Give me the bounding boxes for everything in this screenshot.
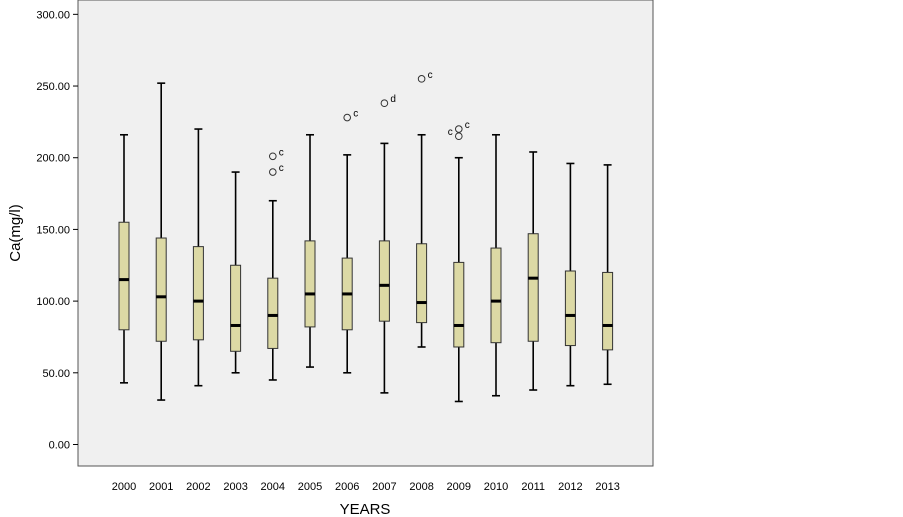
box-2005: [304, 133, 316, 368]
outlier-point: [455, 132, 463, 141]
iqr-box: [602, 271, 614, 351]
box-2013: [602, 164, 614, 386]
iqr-box: [192, 246, 204, 341]
x-tick-label: 2013: [595, 481, 619, 493]
iqr-box: [155, 237, 167, 342]
box-2002: [192, 128, 204, 387]
y-axis: 0.00 50.00 100.00 150.00 200.00 250.00 300.00: [36, 9, 78, 451]
y-tick-label: 250.00: [36, 81, 70, 93]
iqr-box: [453, 261, 465, 348]
outlier-point: [269, 168, 277, 176]
x-tick-label: 2006: [335, 481, 359, 493]
box-2003: [230, 171, 242, 374]
x-tick-label: 2005: [298, 481, 322, 493]
outlier-point: [417, 75, 426, 83]
outlier-label: c: [353, 109, 358, 120]
outlier-label: c: [428, 70, 433, 81]
x-axis: 2000 2001 2002 2003 2004 2005 2006 2007 2008 2009…: [112, 481, 620, 493]
iqr-box: [564, 270, 576, 347]
outlier-label: c: [279, 147, 284, 158]
x-tick-label: 2009: [447, 481, 471, 493]
outlier-point: [380, 99, 389, 108]
y-axis-label: Ca(mg/l): [7, 204, 24, 262]
x-tick-label: 2004: [261, 481, 285, 493]
box-2009: [453, 156, 465, 403]
outlier-point: [455, 125, 463, 133]
iqr-box: [490, 247, 502, 344]
x-tick-label: 2002: [186, 481, 210, 493]
box-series: [118, 82, 614, 403]
outlier-label: d: [390, 94, 396, 105]
y-tick-label: 50.00: [42, 368, 70, 380]
box-2006: [341, 154, 353, 374]
box-2012: [564, 162, 576, 387]
plot-background: [77, 0, 654, 467]
outlier-label: c: [465, 120, 470, 131]
x-tick-label: 2001: [149, 481, 173, 493]
box-2000: [118, 133, 130, 384]
x-tick-label: 2012: [558, 481, 582, 493]
box-2001: [155, 82, 167, 401]
iqr-box: [527, 233, 539, 342]
y-tick-label: 100.00: [36, 296, 70, 308]
box-2007: [378, 142, 390, 394]
outlier-point: [343, 113, 352, 122]
iqr-box: [416, 243, 428, 324]
outlier-label: c: [279, 163, 284, 174]
outlier-point: [269, 152, 277, 161]
y-tick-label: 300.00: [36, 9, 70, 21]
y-tick-label: 150.00: [36, 224, 70, 236]
x-tick-label: 2011: [521, 481, 545, 493]
outlier-label: c: [448, 127, 453, 138]
y-tick-label: 200.00: [36, 153, 70, 165]
iqr-box: [230, 264, 242, 352]
box-2010: [490, 133, 502, 397]
x-tick-label: 2000: [112, 481, 136, 493]
iqr-box: [118, 221, 130, 331]
iqr-box: [378, 240, 390, 322]
box-2011: [527, 151, 539, 391]
x-axis-label: YEARS: [340, 501, 391, 517]
iqr-box: [267, 277, 279, 349]
x-tick-label: 2008: [409, 481, 433, 493]
x-tick-label: 2007: [372, 481, 396, 493]
box-2008: [416, 133, 428, 348]
iqr-box: [304, 240, 316, 328]
x-tick-label: 2010: [484, 481, 508, 493]
y-tick-label: 0.00: [49, 439, 70, 451]
box-2004: [267, 199, 279, 381]
x-tick-label: 2003: [223, 481, 247, 493]
